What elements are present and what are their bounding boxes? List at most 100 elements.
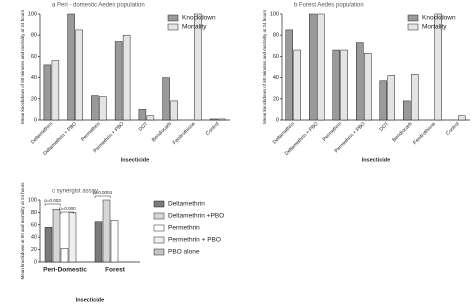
bar: [340, 49, 348, 121]
legend-label: Knockdown: [182, 15, 216, 22]
bar: [194, 13, 202, 121]
legend-swatch: [153, 236, 165, 244]
x-axis-label: Insecticide: [362, 157, 390, 163]
bar: [68, 212, 77, 263]
bar: [293, 49, 301, 121]
legend-label: Mortality: [422, 24, 447, 31]
y-tick-label: 40: [31, 235, 37, 241]
legend-label: Mortality: [182, 24, 207, 31]
x-tick-label: Control: [445, 121, 461, 137]
bar: [91, 95, 99, 121]
chart-title: a Peri - domestic Aedes population: [52, 3, 145, 9]
bar: [356, 42, 364, 121]
bar: [110, 220, 119, 263]
bar: [379, 80, 387, 121]
significance-bracket: [60, 211, 75, 214]
x-tick-label: Permethrin: [80, 121, 102, 143]
chart-title: c synergist assay: [52, 189, 98, 195]
y-axis-label: Mean knockdown of 60 minutes and mortali…: [20, 9, 25, 124]
y-axis-label: Mean knockdown of 60 minutes and mortali…: [262, 9, 267, 124]
bar: [52, 209, 61, 263]
significance-bracket: [44, 203, 61, 206]
legend-label: PBO alone: [168, 249, 200, 256]
annotation: p=0.000: [59, 206, 76, 211]
x-tick-label: DDT: [379, 121, 391, 133]
bar: [60, 248, 69, 263]
bar: [99, 96, 107, 121]
x-tick-label: DDT: [138, 121, 150, 133]
x-tick-label: Control: [205, 121, 221, 137]
y-tick-label: 60: [31, 222, 37, 228]
bar: [209, 118, 218, 121]
legend-swatch: [153, 212, 165, 220]
bar: [434, 13, 442, 121]
y-tick-label: 60: [31, 54, 37, 60]
legend-label: Knockdown: [422, 15, 456, 22]
legend-swatch: [153, 200, 165, 208]
bar: [217, 118, 226, 121]
x-tick-label: Deltamethrin: [272, 121, 296, 145]
y-tick-label: 80: [31, 33, 37, 39]
bar: [102, 199, 111, 263]
y-tick-label: 100: [270, 11, 279, 17]
x-tick-label: Deltamethrin: [30, 121, 54, 145]
y-tick-label: 100: [28, 11, 37, 17]
legend-label: Permethrin + PBO: [168, 237, 221, 244]
chart-title: b Forest Aedes population: [294, 3, 364, 9]
y-tick-label: 0: [34, 117, 37, 123]
legend-swatch: [407, 14, 419, 22]
y-axis-label: Mean knockdown at 60 and mortality at 24…: [20, 182, 25, 280]
legend-label: Deltamethrin: [168, 201, 205, 208]
annotation: p=0.003: [44, 198, 61, 203]
x-axis-label: Insecticide: [121, 157, 149, 163]
y-tick-label: 0: [276, 117, 279, 123]
y-tick-label: 80: [273, 33, 279, 39]
bar: [43, 64, 52, 121]
x-tick-label: Peri-Domestic: [43, 267, 87, 274]
legend-swatch: [153, 248, 165, 256]
y-tick-label: 40: [273, 75, 279, 81]
bar: [75, 29, 83, 121]
x-axis-label: Insecticide: [76, 297, 104, 303]
x-tick-label: Permethrin: [322, 121, 344, 143]
y-tick-label: 20: [273, 96, 279, 102]
bar: [332, 49, 340, 121]
x-tick-label: Bendiocarb: [391, 121, 413, 143]
x-tick-label: Fenitrothione: [412, 121, 437, 146]
bar: [122, 34, 131, 121]
bar: [114, 41, 123, 121]
y-tick-label: 60: [273, 54, 279, 60]
bar: [94, 221, 103, 263]
legend-swatch: [407, 23, 419, 31]
bar: [170, 100, 178, 121]
bar: [309, 13, 317, 121]
bar: [138, 109, 147, 121]
legend-swatch: [167, 23, 179, 31]
bar: [146, 115, 155, 121]
bar: [44, 227, 53, 263]
legend-swatch: [167, 14, 179, 22]
bar: [162, 77, 170, 121]
bar: [317, 13, 325, 121]
annotation: p=0.0004: [93, 190, 112, 195]
legend-swatch: [153, 224, 165, 232]
y-tick-label: 20: [31, 96, 37, 102]
y-tick-label: 80: [31, 210, 37, 216]
x-tick-label: Fenitrothione: [172, 121, 197, 146]
x-tick-label: Forest: [105, 267, 126, 274]
bar: [387, 75, 395, 121]
significance-bracket: [94, 195, 111, 198]
bar: [67, 13, 75, 121]
y-tick-label: 100: [28, 197, 37, 203]
bar: [458, 115, 466, 121]
bar: [285, 29, 293, 121]
bar: [411, 74, 419, 121]
bar: [51, 60, 60, 121]
y-tick-label: 20: [31, 247, 37, 253]
bar: [364, 52, 372, 121]
legend-label: Deltamethrin +PBO: [168, 213, 224, 220]
bar: [403, 100, 411, 121]
y-tick-label: 40: [31, 75, 37, 81]
